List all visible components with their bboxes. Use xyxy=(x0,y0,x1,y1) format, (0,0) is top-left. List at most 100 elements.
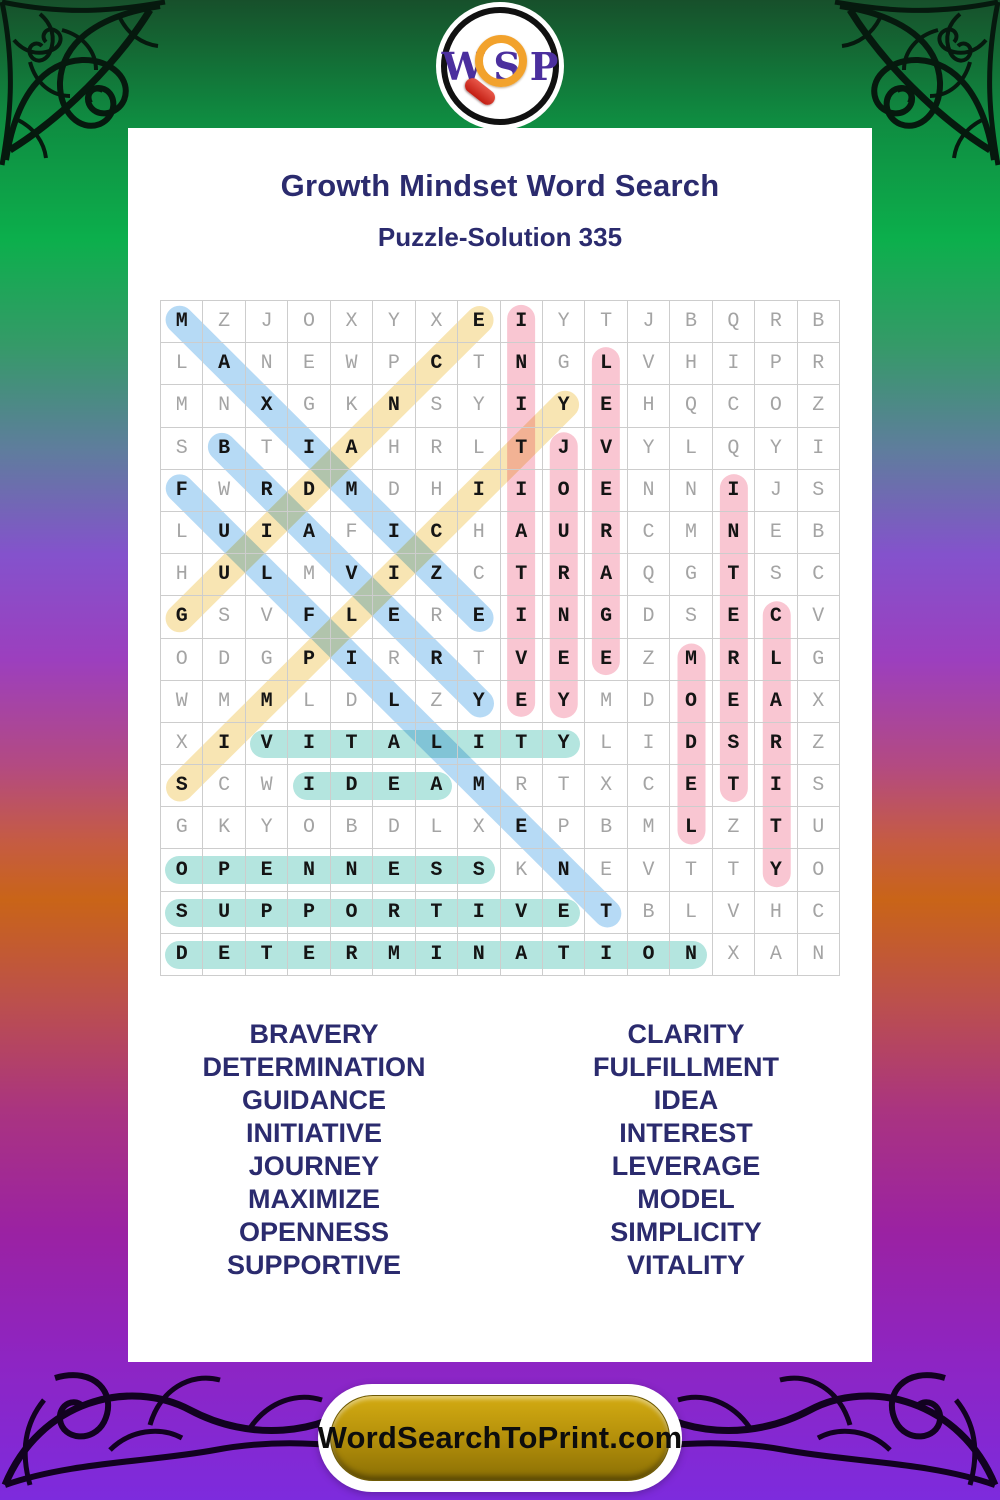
grid-cell: N xyxy=(330,849,374,892)
grid-cell: P xyxy=(542,807,586,850)
grid-cell: X xyxy=(585,765,628,808)
grid-cell: T xyxy=(670,849,713,892)
word-highlight-determination xyxy=(165,940,708,969)
word-list-item: SUPPORTIVE xyxy=(226,1250,402,1280)
grid-cell: N xyxy=(627,469,671,512)
grid-cell: O xyxy=(161,849,204,892)
grid-cell: D xyxy=(161,933,204,976)
grid-cell: I xyxy=(415,933,459,976)
grid-cell: X xyxy=(797,680,840,723)
grid-cell: Q xyxy=(627,554,671,597)
grid-cell: Z xyxy=(203,301,246,344)
grid-cell: Y xyxy=(542,722,586,766)
grid-cell: M xyxy=(161,385,204,428)
grid-cell: R xyxy=(415,427,459,470)
grid-cell: C xyxy=(712,385,756,428)
word-list-item: BRAVERY xyxy=(249,1019,379,1049)
grid-cell: Y xyxy=(755,849,798,892)
grid-cell: E xyxy=(373,765,416,808)
word-list-item: LEVERAGE xyxy=(611,1151,761,1181)
grid-cell: I xyxy=(797,427,840,470)
grid-cell: S xyxy=(458,849,501,892)
grid-cell: R xyxy=(373,638,416,681)
grid-cell: Y xyxy=(458,680,501,723)
grid-cell: T xyxy=(245,933,289,976)
website-link-button[interactable]: WordSearchToPrint.com xyxy=(318,1395,682,1481)
grid-cell: E xyxy=(288,343,331,386)
grid-cell: T xyxy=(585,891,628,934)
grid-cell: E xyxy=(585,469,628,512)
grid-cell: E xyxy=(458,301,501,344)
puzzle-card: Growth Mindset Word Search Puzzle-Soluti… xyxy=(128,128,872,1362)
grid-cell: L xyxy=(670,427,713,470)
grid-cell: E xyxy=(500,680,543,723)
grid-cell: D xyxy=(373,807,416,850)
grid-cell: B xyxy=(330,807,374,850)
grid-cell: E xyxy=(585,849,628,892)
grid-cell: M xyxy=(670,511,713,555)
grid-cell: L xyxy=(373,680,416,723)
grid-cell: S xyxy=(415,385,459,428)
grid-cell: S xyxy=(712,722,756,766)
grid-cell: B xyxy=(797,511,840,555)
grid-cell: N xyxy=(797,933,840,976)
grid-cell: X xyxy=(712,933,756,976)
grid-cell: S xyxy=(797,469,840,512)
grid-cell: T xyxy=(712,765,756,808)
grid-cell: J xyxy=(627,301,671,344)
word-list-item: MODEL xyxy=(637,1184,735,1214)
grid-cell: R xyxy=(415,638,459,681)
grid-cell: T xyxy=(542,765,586,808)
grid-cell: W xyxy=(161,680,204,723)
grid-cell: O xyxy=(330,891,374,934)
word-list-item: DETERMINATION xyxy=(202,1052,426,1082)
magnifying-glass-icon xyxy=(475,35,527,87)
grid-cell: L xyxy=(670,891,713,934)
grid-cell: Y xyxy=(542,385,586,428)
page-title: Growth Mindset Word Search xyxy=(280,168,720,203)
grid-cell: U xyxy=(542,511,586,555)
grid-cell: A xyxy=(373,722,416,766)
grid-cell: M xyxy=(458,765,501,808)
grid-cell: L xyxy=(288,680,331,723)
word-list-item: SIMPLICITY xyxy=(610,1217,762,1247)
grid-cell: L xyxy=(415,722,459,766)
grid-cell: H xyxy=(755,891,798,934)
grid-cell: L xyxy=(458,427,501,470)
grid-cell: H xyxy=(458,511,501,555)
grid-cell: M xyxy=(330,469,374,512)
grid-cell: W xyxy=(245,765,289,808)
grid-cell: V xyxy=(330,554,374,597)
grid-cell: L xyxy=(161,511,204,555)
grid-cell: H xyxy=(627,385,671,428)
grid-cell: Y xyxy=(458,385,501,428)
grid-cell: M xyxy=(670,638,713,681)
grid-cell: L xyxy=(415,807,459,850)
word-list: BRAVERY DETERMINATION GUIDANCE INITIATIVE JO… xyxy=(128,1018,872,1282)
word-list-item: FULFILLMENT xyxy=(593,1052,779,1082)
grid-cell: O xyxy=(542,469,586,512)
grid-cell: T xyxy=(542,933,586,976)
grid-cell: W xyxy=(203,469,246,512)
grid-cell: E xyxy=(203,933,246,976)
grid-cell: X xyxy=(458,807,501,850)
grid-cell: G xyxy=(585,596,628,639)
grid-cell: I xyxy=(245,511,289,555)
grid-cell: T xyxy=(712,554,756,597)
grid-cell: O xyxy=(755,385,798,428)
grid-cell: H xyxy=(161,554,204,597)
grid-cell: E xyxy=(500,807,543,850)
grid-cell: V xyxy=(585,427,628,470)
grid-cell: N xyxy=(670,933,713,976)
grid-cell: L xyxy=(161,343,204,386)
grid-cell: H xyxy=(415,469,459,512)
grid-cell: M xyxy=(585,680,628,723)
grid-cell: E xyxy=(542,891,586,934)
grid-cell: B xyxy=(797,301,840,344)
grid-cell: K xyxy=(203,807,246,850)
grid-cell: N xyxy=(542,849,586,892)
grid-cell: A xyxy=(415,765,459,808)
grid-cell: V xyxy=(627,343,671,386)
grid-cell: I xyxy=(288,722,331,766)
